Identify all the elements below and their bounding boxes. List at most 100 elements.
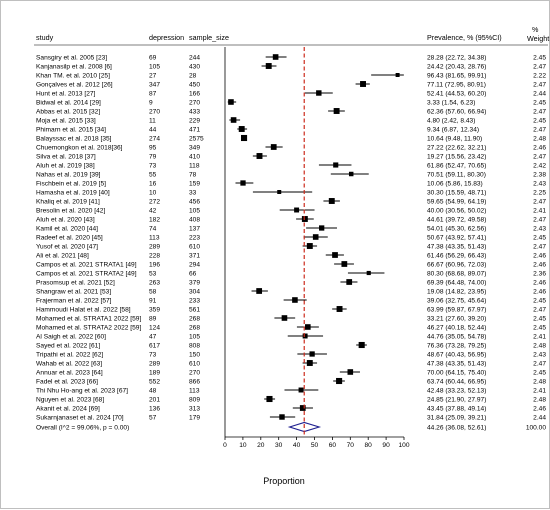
weight-value: 2.43 xyxy=(533,225,546,232)
study-name: Tripathi et al. 2022 [62] xyxy=(36,351,103,358)
depression-count: 57 xyxy=(149,414,157,421)
depression-count: 201 xyxy=(149,396,160,403)
sample-size: 118 xyxy=(189,162,200,169)
sample-size: 166 xyxy=(189,90,200,97)
estimate-label: 48.67 (40.43, 56.95) xyxy=(427,351,486,358)
weight-value: 2.47 xyxy=(533,63,546,70)
depression-count: 10 xyxy=(149,189,157,196)
estimate-label: 46.27 (40.18, 52.44) xyxy=(427,324,486,331)
estimate-label: 19.08 (14.82, 23.95) xyxy=(427,288,486,295)
sample-size: 408 xyxy=(189,216,200,223)
sample-size: 28 xyxy=(189,72,197,79)
weight-value: 2.46 xyxy=(533,144,546,151)
weight-value: 2.48 xyxy=(533,342,546,349)
estimate-label: 27.22 (22.62, 32.21) xyxy=(427,144,486,151)
x-tick-label: 60 xyxy=(329,442,337,449)
depression-count: 196 xyxy=(149,261,160,268)
sample-size: 179 xyxy=(189,414,200,421)
weight-value: 2.22 xyxy=(533,72,546,79)
depression-count: 617 xyxy=(149,342,160,349)
sample-size: 450 xyxy=(189,81,200,88)
point-estimate-marker xyxy=(347,369,354,375)
sample-size: 268 xyxy=(189,324,200,331)
estimate-label: 80.30 (68.68, 89.07) xyxy=(427,270,486,277)
point-estimate-marker xyxy=(328,198,335,204)
point-estimate-marker xyxy=(277,190,282,194)
estimate-label: 70.00 (64.15, 75.40) xyxy=(427,369,486,376)
depression-count: 48 xyxy=(149,387,157,394)
point-estimate-marker xyxy=(266,395,273,403)
weight-value: 2.47 xyxy=(533,306,546,313)
study-name: Thi Nhu Ho-ang et al. 2023 [67] xyxy=(36,387,128,394)
depression-count: 189 xyxy=(149,369,160,376)
estimate-label: 40.00 (30.56, 50.02) xyxy=(427,207,486,214)
depression-count: 27 xyxy=(149,72,157,79)
point-estimate-marker xyxy=(312,234,319,240)
point-estimate-marker xyxy=(256,288,263,294)
estimate-label: 31.84 (25.09, 39.21) xyxy=(427,414,486,421)
sample-size: 113 xyxy=(189,387,200,394)
study-name: Kamil et al. 2020 [44] xyxy=(36,225,98,232)
depression-count: 552 xyxy=(149,378,160,385)
estimate-label: 9.34 (6.87, 12.34) xyxy=(427,126,479,133)
overall-estimate-label: 44.26 (36.08, 52.61) xyxy=(427,424,486,431)
estimate-label: 28.28 (22.72, 34.38) xyxy=(427,54,486,61)
weight-value: 2.46 xyxy=(533,279,546,286)
point-estimate-marker xyxy=(230,117,237,123)
estimate-label: 70.51 (59.11, 80.30) xyxy=(427,171,486,178)
point-estimate-marker xyxy=(281,315,288,321)
estimate-label: 59.65 (54.99, 64.19) xyxy=(427,198,486,205)
estimate-label: 69.39 (64.48, 74.00) xyxy=(427,279,486,286)
point-estimate-marker xyxy=(341,261,348,267)
study-name: Hunt et al. 2013 [27] xyxy=(36,90,96,97)
study-name: Al Saigh et al. 2022 [60] xyxy=(36,333,106,340)
point-estimate-marker xyxy=(366,270,371,276)
study-name: Yusof et al. 2020 [47] xyxy=(36,243,98,250)
sample-size: 410 xyxy=(189,153,200,160)
sample-size: 105 xyxy=(189,333,200,340)
depression-count: 89 xyxy=(149,315,157,322)
study-name: Campos et al. 2021 STRATA2 [49] xyxy=(36,270,137,277)
point-estimate-marker xyxy=(336,377,343,385)
depression-count: 182 xyxy=(149,216,160,223)
estimate-label: 42.48 (33.23, 52.13) xyxy=(427,387,486,394)
sample-size: 433 xyxy=(189,108,200,115)
estimate-label: 47.38 (43.35, 51.43) xyxy=(427,243,486,250)
weight-value: 2.38 xyxy=(533,171,546,178)
sample-size: 430 xyxy=(189,63,200,70)
study-name: Phimarn et al. 2015 [34] xyxy=(36,126,106,133)
header-study: study xyxy=(36,33,54,42)
weight-value: 2.43 xyxy=(533,351,546,358)
depression-count: 289 xyxy=(149,243,160,250)
weight-value: 2.47 xyxy=(533,243,546,250)
weight-value: 2.45 xyxy=(533,297,546,304)
point-estimate-marker xyxy=(358,341,365,349)
study-name: Mohamed et al. STRATA2 2022 [59] xyxy=(36,324,141,331)
sample-size: 294 xyxy=(189,261,200,268)
estimate-label: 19.27 (15.56, 23.42) xyxy=(427,153,486,160)
study-name: Moja et al. 2015 [33] xyxy=(36,117,96,124)
estimate-label: 39.06 (32.75, 45.64) xyxy=(427,297,486,304)
x-tick-label: 40 xyxy=(293,442,301,449)
estimate-label: 61.86 (52.47, 70.65) xyxy=(427,162,486,169)
x-tick-label: 20 xyxy=(257,442,265,449)
study-name: Hammoudi Halat et al. 2022 [58] xyxy=(36,306,131,313)
depression-count: 79 xyxy=(149,153,157,160)
study-name: Sukarnjanaset et al. 2024 [70] xyxy=(36,414,124,421)
estimate-label: 4.80 (2.42, 8.43) xyxy=(427,117,475,124)
weight-value: 2.44 xyxy=(533,90,546,97)
study-name: Abbas et al. 2015 [32] xyxy=(36,108,100,115)
weight-value: 2.48 xyxy=(533,135,546,142)
depression-count: 91 xyxy=(149,297,157,304)
estimate-label: 30.30 (15.59, 48.71) xyxy=(427,189,486,196)
sample-size: 304 xyxy=(189,288,200,295)
weight-value: 2.45 xyxy=(533,234,546,241)
point-estimate-marker xyxy=(360,81,366,87)
sample-size: 866 xyxy=(189,378,200,385)
weight-value: 2.46 xyxy=(533,405,546,412)
point-estimate-marker xyxy=(305,324,311,330)
sample-size: 270 xyxy=(189,99,200,106)
depression-count: 228 xyxy=(149,252,160,259)
weight-value: 2.41 xyxy=(533,387,546,394)
point-estimate-marker xyxy=(395,73,400,77)
